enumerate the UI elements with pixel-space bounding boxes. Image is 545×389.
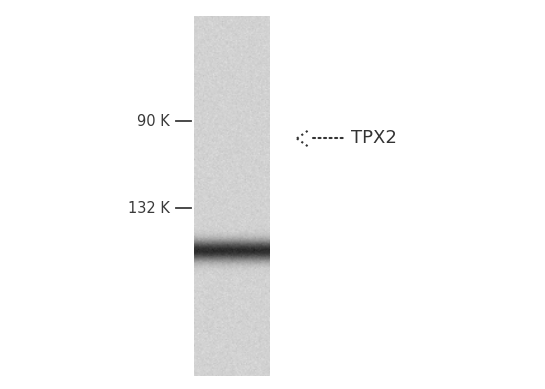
- Text: TPX2: TPX2: [351, 130, 397, 147]
- Text: 90 K: 90 K: [137, 114, 169, 129]
- Text: 132 K: 132 K: [128, 200, 169, 216]
